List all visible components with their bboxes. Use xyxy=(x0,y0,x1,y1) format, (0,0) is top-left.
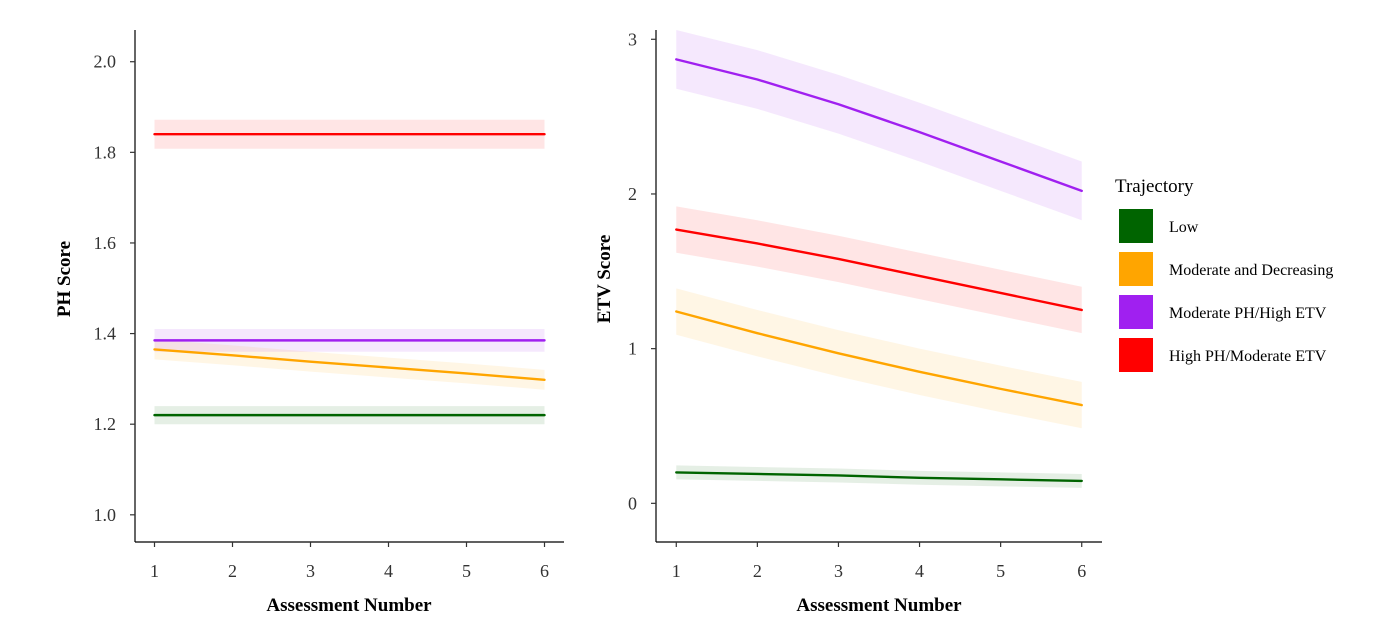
ph-ytick-label: 1.6 xyxy=(94,233,117,253)
ph-xtick-label: 5 xyxy=(462,561,471,581)
etv-x-ticks: 1 2 3 4 5 6 xyxy=(672,542,1086,581)
etv-xtick-label: 3 xyxy=(834,561,843,581)
legend-title: Trajectory xyxy=(1115,176,1194,197)
etv-x-axis-title: Assessment Number xyxy=(796,595,962,616)
ph-confidence-bands xyxy=(154,119,545,425)
ph-y-ticks: 1.0 1.2 1.4 1.6 1.8 2.0 xyxy=(94,52,135,525)
legend: Trajectory Low Moderate and Decreasing Mod… xyxy=(1115,176,1333,372)
etv-series-lines xyxy=(675,58,1083,483)
etv-xtick-label: 5 xyxy=(996,561,1005,581)
ph-score-panel: 1.0 1.2 1.4 1.6 1.8 2.0 1 2 3 4 5 6 Assessment Num… xyxy=(54,30,564,616)
ph-ytick-label: 1.4 xyxy=(94,324,117,344)
etv-band-moderate-ph-high-etv xyxy=(676,30,1082,221)
ph-xtick-label: 3 xyxy=(306,561,315,581)
etv-line-low xyxy=(675,471,1083,483)
legend-label-low: Low xyxy=(1169,219,1199,236)
etv-band-moderate-and-decreasing xyxy=(676,288,1082,429)
etv-y-ticks: 0 1 2 3 xyxy=(628,29,656,513)
ph-xtick-label: 4 xyxy=(384,561,393,581)
etv-xtick-label: 6 xyxy=(1077,561,1086,581)
ph-ytick-label: 1.0 xyxy=(94,505,117,525)
etv-xtick-label: 1 xyxy=(672,561,681,581)
etv-ytick-label: 1 xyxy=(628,339,637,359)
legend-key-high-ph-moderate-etv xyxy=(1119,338,1153,372)
legend-label-moderate-ph-high-etv: Moderate PH/High ETV xyxy=(1169,305,1327,322)
etv-line-high-ph-moderate-etv xyxy=(675,228,1083,312)
ph-ytick-label: 1.2 xyxy=(94,414,117,434)
ph-xtick-label: 2 xyxy=(228,561,237,581)
ph-series-lines xyxy=(153,133,546,417)
legend-items: Low Moderate and Decreasing Moderate PH/Hi… xyxy=(1119,209,1333,372)
etv-line-moderate-and-decreasing xyxy=(675,310,1083,407)
etv-score-panel: 0 1 2 3 1 2 3 4 5 6 Assessment Number ETV Score xyxy=(594,29,1102,616)
ph-x-axis-title: Assessment Number xyxy=(266,595,432,616)
etv-ytick-label: 2 xyxy=(628,184,637,204)
ph-y-axis-title: PH Score xyxy=(54,241,75,317)
etv-ytick-label: 0 xyxy=(628,493,637,513)
etv-band-high-ph-moderate-etv xyxy=(676,206,1082,334)
legend-label-high-ph-moderate-etv: High PH/Moderate ETV xyxy=(1169,348,1327,365)
ph-xtick-label: 1 xyxy=(150,561,159,581)
etv-y-axis-title: ETV Score xyxy=(594,235,615,324)
ph-line-moderate-and-decreasing xyxy=(153,348,546,381)
etv-xtick-label: 2 xyxy=(753,561,762,581)
etv-confidence-bands xyxy=(676,30,1082,488)
ph-ytick-label: 1.8 xyxy=(94,142,117,162)
ph-x-ticks: 1 2 3 4 5 6 xyxy=(150,542,549,581)
etv-ytick-label: 3 xyxy=(628,29,637,49)
legend-key-moderate-ph-high-etv xyxy=(1119,295,1153,329)
legend-label-moderate-and-decreasing: Moderate and Decreasing xyxy=(1169,262,1333,279)
ph-xtick-label: 6 xyxy=(540,561,549,581)
legend-key-moderate-and-decreasing xyxy=(1119,252,1153,286)
etv-line-moderate-ph-high-etv xyxy=(675,58,1083,193)
etv-xtick-label: 4 xyxy=(915,561,924,581)
ph-ytick-label: 2.0 xyxy=(94,52,117,72)
legend-key-low xyxy=(1119,209,1153,243)
